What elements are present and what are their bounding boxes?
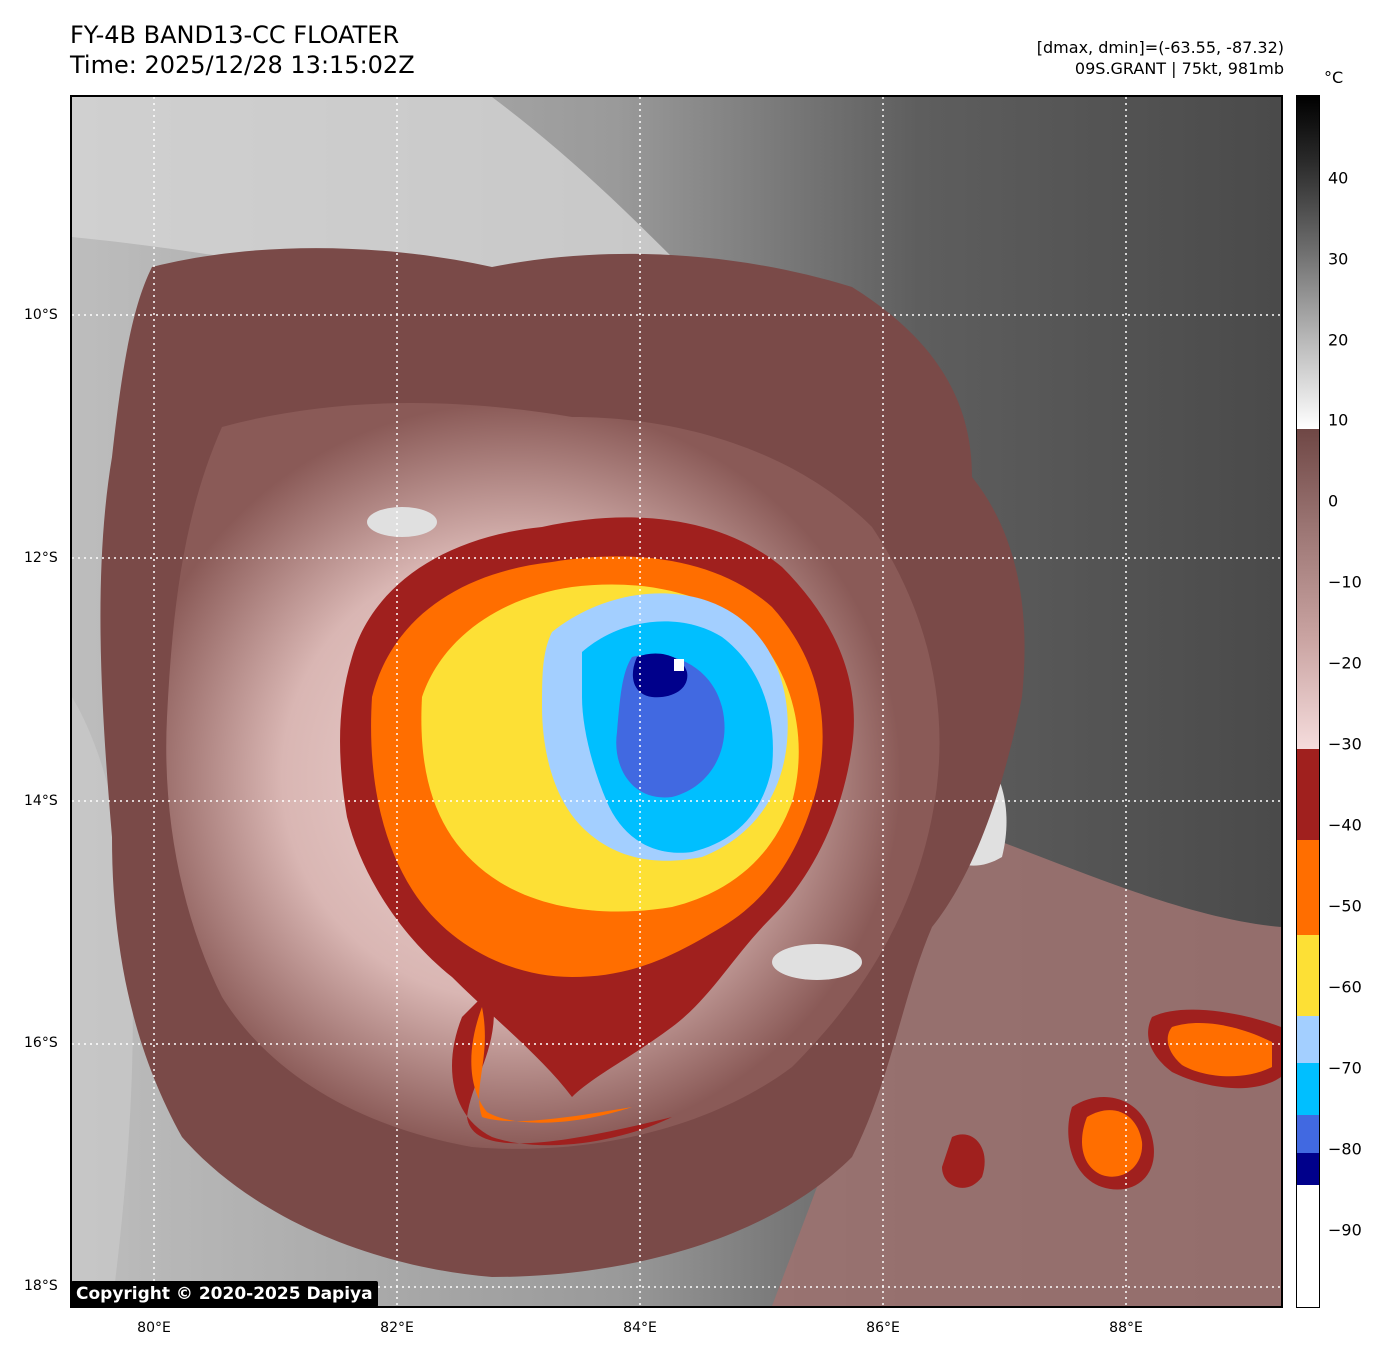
colorbar-label: −10 bbox=[1328, 572, 1362, 592]
lon-label-82e: 82°E bbox=[380, 1320, 414, 1336]
colorbar-white-segment bbox=[1297, 1185, 1319, 1307]
colorbar-cyan-segment bbox=[1297, 1063, 1319, 1115]
copyright-notice: Copyright © 2020-2025 Dapiya bbox=[71, 1281, 378, 1307]
colorbar-orange-segment bbox=[1297, 840, 1319, 935]
colorbar bbox=[1296, 95, 1320, 1308]
colorbar-label: −20 bbox=[1328, 653, 1362, 673]
spiral-band bbox=[452, 987, 672, 1146]
lon-label-88e: 88°E bbox=[1109, 1320, 1143, 1336]
light-cloud-patch bbox=[772, 944, 862, 980]
colorbar-label: −60 bbox=[1328, 977, 1362, 997]
convective-cell bbox=[942, 1134, 985, 1188]
lat-label-14s: 14°S bbox=[24, 793, 58, 809]
map-title: FY-4B BAND13-CC FLOATER Time: 2025/12/28… bbox=[70, 20, 415, 80]
colorbar-label: −30 bbox=[1328, 734, 1362, 754]
storm-id-text: 09S.GRANT | 75kt, 981mb bbox=[1074, 59, 1284, 78]
lon-label-80e: 80°E bbox=[137, 1320, 171, 1336]
lon-label-84e: 84°E bbox=[623, 1320, 657, 1336]
colorbar-label: −80 bbox=[1328, 1139, 1362, 1159]
lon-label-86e: 86°E bbox=[866, 1320, 900, 1336]
colorbar-yellow-segment bbox=[1297, 935, 1319, 1016]
colorbar-label: −70 bbox=[1328, 1058, 1362, 1078]
colorbar-royal-blue-segment bbox=[1297, 1115, 1319, 1153]
title-time: Time: 2025/12/28 13:15:02Z bbox=[70, 51, 415, 79]
convective-cell-core bbox=[1082, 1110, 1143, 1177]
colorbar-navy-segment bbox=[1297, 1153, 1319, 1185]
convective-cell-core bbox=[1167, 1022, 1272, 1077]
colorbar-dark-red-segment bbox=[1297, 749, 1319, 840]
colorbar-label: 30 bbox=[1328, 249, 1349, 269]
satellite-map bbox=[70, 95, 1283, 1308]
southeast-cloud-area bbox=[772, 817, 1281, 1306]
colorbar-unit: °C bbox=[1324, 68, 1344, 87]
spiral-band-orange bbox=[471, 1007, 632, 1123]
coldest-pixel bbox=[674, 659, 684, 671]
colorbar-grey-segment bbox=[1297, 96, 1319, 429]
title-product: FY-4B BAND13-CC FLOATER bbox=[70, 21, 400, 49]
lat-label-16s: 16°S bbox=[24, 1035, 58, 1051]
colorbar-label: −40 bbox=[1328, 815, 1362, 835]
lat-label-12s: 12°S bbox=[24, 550, 58, 566]
data-range-text: [dmax, dmin]=(-63.55, -87.32) bbox=[1036, 38, 1284, 57]
colorbar-pink-segment bbox=[1297, 429, 1319, 749]
colorbar-label: −90 bbox=[1328, 1220, 1362, 1240]
cold-core-navy bbox=[632, 653, 688, 698]
colorbar-label: 40 bbox=[1328, 168, 1349, 188]
colorbar-label: 10 bbox=[1328, 410, 1349, 430]
colorbar-light-blue-segment bbox=[1297, 1016, 1319, 1063]
satellite-image bbox=[72, 97, 1281, 1306]
lat-label-10s: 10°S bbox=[24, 307, 58, 323]
storm-info: [dmax, dmin]=(-63.55, -87.32) 09S.GRANT … bbox=[1037, 37, 1284, 79]
colorbar-label: −50 bbox=[1328, 896, 1362, 916]
lat-label-18s: 18°S bbox=[24, 1278, 58, 1294]
colorbar-label: 0 bbox=[1328, 491, 1339, 511]
light-cloud-patch bbox=[367, 507, 437, 537]
colorbar-label: 20 bbox=[1328, 330, 1349, 350]
